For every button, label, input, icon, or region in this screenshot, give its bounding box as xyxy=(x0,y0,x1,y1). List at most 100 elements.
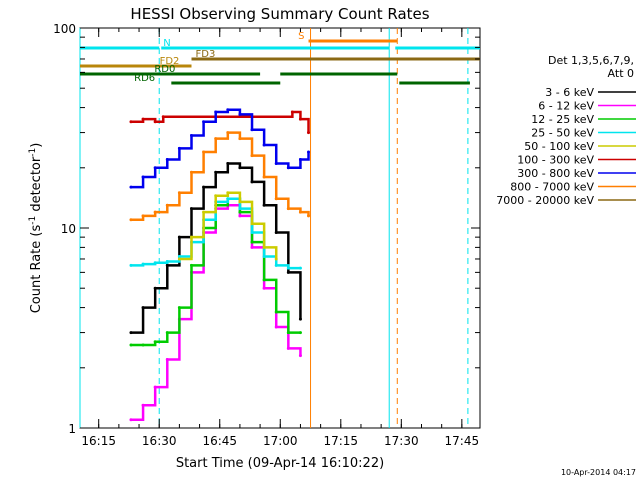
series-point-3-6-kev xyxy=(177,235,181,239)
series-point-3-6-kev xyxy=(214,170,218,174)
legend-label-100-300-kev: 100 - 300 keV xyxy=(517,154,594,167)
series-point-3-6-kev xyxy=(141,306,145,310)
series-point-6-12-kev xyxy=(129,418,133,422)
series-point-12-25-kev xyxy=(274,310,278,314)
plot-frame xyxy=(79,27,481,429)
series-point-50-100-kev xyxy=(189,235,193,239)
series-point-100-300-kev xyxy=(298,117,302,121)
series-point-25-50-kev xyxy=(226,197,230,201)
series-point-100-300-kev xyxy=(307,131,311,135)
legend-label-12-25-kev: 12 - 25 keV xyxy=(531,113,594,126)
series-point-800-7000-kev xyxy=(307,214,311,218)
series-line-100-300-kev xyxy=(130,110,310,133)
legend-label-300-800-kev: 300 - 800 keV xyxy=(517,167,594,180)
series-point-6-12-kev xyxy=(165,358,169,362)
series-point-12-25-kev xyxy=(298,331,302,335)
series-point-800-7000-kev xyxy=(129,218,133,222)
series-point-3-6-kev xyxy=(286,270,290,274)
series-point-300-800-kev xyxy=(214,110,218,114)
series-point-3-6-kev xyxy=(153,286,157,290)
footer-date: 10-Apr-2014 04:17 xyxy=(561,468,636,477)
segment-fd2-label: FD2 xyxy=(160,56,180,67)
series-point-50-100-kev xyxy=(250,222,254,226)
series-point-100-300-kev xyxy=(161,115,165,119)
series-point-12-25-kev xyxy=(165,331,169,335)
series-point-100-300-kev xyxy=(141,117,145,121)
legend-label-7000-20000-kev: 7000 - 20000 keV xyxy=(496,194,594,207)
series-point-50-100-kev xyxy=(177,257,181,261)
series-line-800-7000-kev xyxy=(130,131,310,221)
series-point-25-50-kev xyxy=(262,255,266,259)
series-point-300-800-kev xyxy=(298,158,302,162)
series-point-300-800-kev xyxy=(153,166,157,170)
x-tick-label: 17:00 xyxy=(263,434,298,448)
series-point-50-100-kev xyxy=(202,210,206,214)
series-point-300-800-kev xyxy=(238,112,242,116)
y-tick-label: 1 xyxy=(68,422,76,436)
series-group xyxy=(129,108,311,422)
series-point-25-50-kev xyxy=(153,261,157,265)
series-point-50-100-kev xyxy=(214,194,218,198)
series-point-6-12-kev xyxy=(286,346,290,350)
series-point-800-7000-kev xyxy=(165,203,169,207)
series-point-800-7000-kev xyxy=(250,154,254,158)
series-point-25-50-kev xyxy=(274,263,278,267)
legend-label-50-100-kev: 50 - 100 keV xyxy=(524,140,594,153)
series-point-300-800-kev xyxy=(165,158,169,162)
vertical-markers xyxy=(79,28,469,428)
series-point-800-7000-kev xyxy=(153,210,157,214)
series-point-3-6-kev xyxy=(165,263,169,267)
y-axis-label: Count Rate (s-1 detector-1) xyxy=(28,143,44,314)
series-point-6-12-kev xyxy=(153,385,157,389)
series-point-6-12-kev xyxy=(250,245,254,249)
series-point-800-7000-kev xyxy=(202,150,206,154)
series-point-25-50-kev xyxy=(129,263,133,267)
series-point-100-300-kev xyxy=(290,110,294,114)
series-point-3-6-kev xyxy=(274,230,278,234)
series-point-12-25-kev xyxy=(286,331,290,335)
series-point-6-12-kev xyxy=(262,286,266,290)
y-tick-label: 10 xyxy=(61,222,76,236)
series-point-50-100-kev xyxy=(226,191,230,195)
series-point-800-7000-kev xyxy=(262,175,266,179)
axes-group: 16:15 16:30 16:45 17:00 17:15 17:30 17:45 1 10 10… xyxy=(53,22,480,448)
series-point-300-800-kev xyxy=(286,166,290,170)
legend-header-line-2: Att 0 xyxy=(608,67,634,80)
series-point-12-25-kev xyxy=(177,306,181,310)
series-point-3-6-kev xyxy=(226,162,230,166)
series-point-100-300-kev xyxy=(129,120,133,124)
series-point-300-800-kev xyxy=(226,108,230,112)
y-label-part-1: Count Rate (s xyxy=(29,225,44,314)
x-tick-label: 17:45 xyxy=(445,434,480,448)
series-point-800-7000-kev xyxy=(214,137,218,141)
series-line-300-800-kev xyxy=(130,108,310,189)
y-label-sup-1: -1 xyxy=(28,216,38,225)
series-point-12-25-kev xyxy=(250,240,254,244)
series-point-3-6-kev xyxy=(202,185,206,189)
segment-rd6-label: RD6 xyxy=(134,73,155,84)
x-tick-label: 17:30 xyxy=(384,434,419,448)
series-point-6-12-kev xyxy=(298,354,302,358)
series-point-3-6-kev xyxy=(250,180,254,184)
series-point-800-7000-kev xyxy=(189,170,193,174)
legend-label-3-6-kev: 3 - 6 keV xyxy=(545,86,594,99)
series-point-800-7000-kev xyxy=(238,137,242,141)
series-point-25-50-kev xyxy=(238,207,242,211)
series-point-12-25-kev xyxy=(189,263,193,267)
series-point-300-800-kev xyxy=(307,150,311,154)
segment-rd0-label: RD0 xyxy=(154,64,175,75)
series-point-50-100-kev xyxy=(274,257,278,261)
legend-label-6-12-kev: 6 - 12 keV xyxy=(538,100,594,113)
series-point-25-50-kev xyxy=(165,259,169,263)
series-point-800-7000-kev xyxy=(298,210,302,214)
series-point-800-7000-kev xyxy=(274,197,278,201)
series-point-300-800-kev xyxy=(129,185,133,189)
series-point-3-6-kev xyxy=(262,203,266,207)
series-point-50-100-kev xyxy=(238,200,242,204)
x-tick-label: 16:30 xyxy=(142,434,177,448)
legend-label-800-7000-kev: 800 - 7000 keV xyxy=(510,181,594,194)
